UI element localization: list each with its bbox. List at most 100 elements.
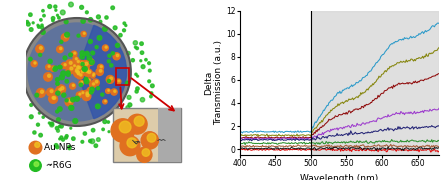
Circle shape <box>79 80 84 85</box>
Circle shape <box>61 34 69 41</box>
Circle shape <box>42 10 44 12</box>
Circle shape <box>111 52 114 55</box>
Circle shape <box>103 100 107 104</box>
Circle shape <box>91 72 95 77</box>
Circle shape <box>111 119 134 142</box>
Y-axis label: Delta
Transmission (a.u.): Delta Transmission (a.u.) <box>204 40 223 125</box>
Circle shape <box>49 95 56 102</box>
Circle shape <box>29 13 32 16</box>
Circle shape <box>76 92 82 98</box>
Circle shape <box>78 73 80 75</box>
Circle shape <box>69 106 74 110</box>
Circle shape <box>61 62 67 69</box>
FancyBboxPatch shape <box>113 108 181 162</box>
Circle shape <box>121 114 124 116</box>
Circle shape <box>80 74 82 76</box>
Circle shape <box>105 100 106 102</box>
Circle shape <box>73 69 81 76</box>
Circle shape <box>151 84 154 88</box>
Circle shape <box>58 107 62 111</box>
Circle shape <box>65 99 68 102</box>
Circle shape <box>69 2 73 7</box>
Circle shape <box>64 64 66 66</box>
Circle shape <box>77 34 80 37</box>
Circle shape <box>79 83 82 87</box>
Circle shape <box>66 60 74 68</box>
Circle shape <box>30 160 41 171</box>
Circle shape <box>56 126 59 130</box>
Circle shape <box>103 120 107 123</box>
Circle shape <box>101 93 104 96</box>
Circle shape <box>69 100 72 102</box>
Circle shape <box>135 117 137 120</box>
Circle shape <box>147 134 156 142</box>
Circle shape <box>59 125 61 127</box>
Circle shape <box>60 75 65 80</box>
Circle shape <box>105 16 108 19</box>
Circle shape <box>80 91 85 96</box>
Circle shape <box>73 64 81 72</box>
Circle shape <box>99 70 102 72</box>
Circle shape <box>77 71 79 73</box>
Circle shape <box>41 30 45 34</box>
Circle shape <box>26 22 30 26</box>
Circle shape <box>35 93 39 97</box>
Circle shape <box>48 66 50 67</box>
Circle shape <box>127 51 130 55</box>
Circle shape <box>80 51 85 55</box>
Text: Au NPs: Au NPs <box>44 143 76 152</box>
Circle shape <box>69 83 76 89</box>
Circle shape <box>127 138 137 148</box>
Circle shape <box>85 67 87 69</box>
Circle shape <box>65 35 67 38</box>
Circle shape <box>50 122 54 125</box>
Circle shape <box>108 60 110 63</box>
Circle shape <box>38 26 40 28</box>
Bar <box>311 11 439 155</box>
Circle shape <box>43 14 45 17</box>
Circle shape <box>88 71 91 73</box>
Circle shape <box>68 147 71 150</box>
Circle shape <box>29 57 32 61</box>
Circle shape <box>53 96 56 100</box>
Circle shape <box>53 67 55 69</box>
Circle shape <box>134 46 136 48</box>
Circle shape <box>113 26 117 30</box>
Circle shape <box>128 103 132 107</box>
Circle shape <box>127 114 147 134</box>
Circle shape <box>65 32 69 37</box>
Circle shape <box>102 128 104 131</box>
Circle shape <box>92 83 95 85</box>
Circle shape <box>59 66 62 69</box>
Circle shape <box>56 14 58 16</box>
Text: R6G: R6G <box>44 161 72 170</box>
Circle shape <box>92 79 99 86</box>
Circle shape <box>111 6 115 10</box>
Circle shape <box>78 66 81 69</box>
Circle shape <box>52 17 55 20</box>
Circle shape <box>96 15 100 19</box>
Circle shape <box>66 73 70 76</box>
Circle shape <box>75 72 80 77</box>
Circle shape <box>150 95 152 98</box>
Circle shape <box>108 54 111 57</box>
Circle shape <box>131 59 134 62</box>
Circle shape <box>26 21 29 23</box>
Circle shape <box>40 19 42 21</box>
Circle shape <box>90 74 95 78</box>
Circle shape <box>72 137 75 140</box>
Circle shape <box>137 75 138 77</box>
Circle shape <box>74 96 79 101</box>
Circle shape <box>68 145 71 149</box>
Circle shape <box>76 69 78 71</box>
Circle shape <box>83 32 85 34</box>
Circle shape <box>86 92 89 95</box>
Circle shape <box>125 24 127 26</box>
Circle shape <box>73 67 79 74</box>
Circle shape <box>60 10 65 15</box>
Circle shape <box>135 90 138 93</box>
Circle shape <box>110 64 113 67</box>
Circle shape <box>84 77 88 81</box>
FancyBboxPatch shape <box>158 108 181 162</box>
Circle shape <box>140 60 142 62</box>
